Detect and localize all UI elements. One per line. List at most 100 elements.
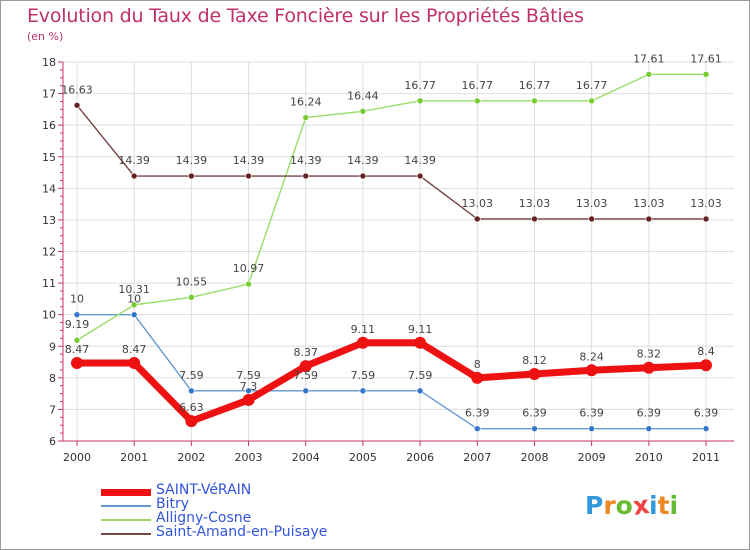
data-label-alligny-cosne: 16.77 (576, 79, 608, 92)
data-label-alligny-cosne: 17.61 (633, 52, 665, 65)
logo-letter: i (669, 491, 679, 520)
data-point-alligny-cosne (473, 97, 481, 105)
data-label-saint-amand-en-puisaye: 13.03 (462, 197, 494, 210)
data-label-saint-amand-en-puisaye: 14.39 (404, 154, 436, 167)
data-point-saint-v-rain (356, 336, 369, 349)
data-point-saint-amand-en-puisaye (188, 172, 195, 180)
legend-swatch (101, 519, 151, 521)
data-label-bitry: 6.39 (694, 407, 719, 420)
data-point-saint-v-rain (128, 356, 141, 369)
x-tick-label: 2011 (692, 451, 720, 464)
y-tick-label: 15 (42, 151, 56, 164)
data-label-bitry: 7.59 (408, 369, 433, 382)
y-tick-label: 11 (42, 277, 56, 290)
data-label-alligny-cosne: 10.97 (233, 262, 265, 275)
legend-label: Alligny-Cosne (156, 510, 252, 526)
y-tick-label: 17 (42, 88, 56, 101)
data-label-alligny-cosne: 10.31 (118, 283, 150, 296)
data-point-bitry (473, 425, 481, 432)
y-tick-label: 18 (42, 56, 56, 69)
data-point-bitry (130, 311, 138, 318)
legend-label: Bitry (156, 496, 190, 512)
data-label-alligny-cosne: 16.77 (404, 79, 436, 92)
x-tick-label: 2001 (120, 451, 148, 464)
data-point-saint-v-rain (585, 364, 598, 377)
data-label-saint-v-rain: 9.11 (408, 323, 433, 336)
x-tick-label: 2004 (292, 451, 320, 464)
data-label-bitry: 10 (70, 293, 84, 306)
data-point-alligny-cosne (245, 280, 252, 288)
data-point-saint-amand-en-puisaye (130, 172, 138, 180)
series-line-saint-v-rain (77, 339, 707, 425)
x-tick-label: 2010 (635, 451, 663, 464)
data-point-alligny-cosne (359, 107, 367, 115)
data-point-alligny-cosne (73, 336, 81, 344)
data-label-saint-amand-en-puisaye: 14.39 (118, 154, 150, 167)
y-tick-label: 7 (49, 403, 56, 416)
y-tick-label: 13 (42, 214, 56, 227)
data-label-alligny-cosne: 16.77 (462, 79, 494, 92)
data-point-alligny-cosne (588, 97, 595, 105)
data-point-bitry (531, 425, 538, 432)
data-label-saint-v-rain: 8.12 (522, 354, 547, 367)
data-point-saint-amand-en-puisaye (245, 172, 252, 180)
data-point-alligny-cosne (531, 97, 538, 105)
legend-label: SAINT-VéRAIN (156, 482, 252, 498)
data-label-bitry: 7.59 (236, 369, 261, 382)
data-point-saint-amand-en-puisaye (73, 101, 81, 109)
logo-letter: P (585, 491, 604, 520)
x-tick-label: 2002 (177, 451, 205, 464)
data-point-bitry (359, 387, 367, 395)
legend-swatch (101, 488, 151, 496)
x-tick-label: 2005 (349, 451, 377, 464)
logo-letter: x (630, 490, 651, 521)
data-point-bitry (188, 387, 195, 395)
data-label-bitry: 10 (127, 293, 141, 306)
y-tick-label: 6 (49, 435, 56, 448)
data-point-saint-amand-en-puisaye (588, 215, 595, 223)
axis-layer: 6 7 8 9 10 11 12 13 14 15 16 17 18 2000 2001 2002 2003 20… (42, 56, 734, 464)
y-tick-label: 8 (49, 372, 56, 385)
data-label-alligny-cosne: 16.77 (519, 79, 551, 92)
data-label-saint-v-rain: 8.47 (65, 343, 90, 356)
data-label-saint-v-rain: 8 (474, 358, 481, 371)
series-layer (71, 71, 712, 432)
data-point-saint-v-rain (71, 356, 83, 369)
logo-letter: r (603, 491, 616, 520)
legend-swatch (101, 505, 151, 507)
data-point-bitry (302, 387, 310, 395)
data-point-saint-v-rain (299, 360, 312, 373)
data-label-bitry: 6.39 (522, 407, 547, 420)
data-point-bitry (702, 425, 710, 432)
legend-label: Saint-Amand-en-Puisaye (156, 524, 328, 540)
x-tick-label: 2008 (520, 451, 548, 464)
data-label-saint-amand-en-puisaye: 14.39 (290, 154, 322, 167)
series-line-saint-amand-en-puisaye (76, 104, 706, 220)
y-tick-label: 14 (42, 182, 56, 195)
data-point-saint-amand-en-puisaye (531, 215, 538, 223)
chart-title: Evolution du Taux de Taxe Foncière sur l… (27, 5, 584, 27)
x-tick-label: 2009 (578, 451, 606, 464)
data-label-alligny-cosne: 9.19 (65, 318, 90, 331)
series-line-alligny-cosne (76, 73, 706, 341)
data-label-alligny-cosne: 16.24 (290, 96, 322, 109)
data-label-saint-amand-en-puisaye: 14.39 (176, 154, 208, 167)
logo-letter: t (657, 491, 670, 520)
data-point-saint-amand-en-puisaye (702, 215, 710, 223)
data-label-bitry: 6.39 (465, 407, 490, 420)
data-label-bitry: 7.59 (179, 369, 204, 382)
data-point-saint-amand-en-puisaye (416, 172, 424, 180)
data-label-bitry: 7.59 (293, 369, 318, 382)
grid-layer (63, 61, 734, 442)
y-tick-label: 16 (42, 119, 56, 132)
data-point-saint-amand-en-puisaye (302, 172, 310, 180)
data-point-saint-amand-en-puisaye (473, 215, 481, 223)
data-point-saint-amand-en-puisaye (359, 172, 367, 180)
x-tick-label: 2006 (406, 451, 434, 464)
data-label-saint-v-rain: 9.11 (351, 323, 376, 336)
x-tick-label: 2007 (463, 451, 491, 464)
legend-swatch (101, 533, 151, 535)
data-label-saint-amand-en-puisaye: 13.03 (633, 197, 665, 210)
